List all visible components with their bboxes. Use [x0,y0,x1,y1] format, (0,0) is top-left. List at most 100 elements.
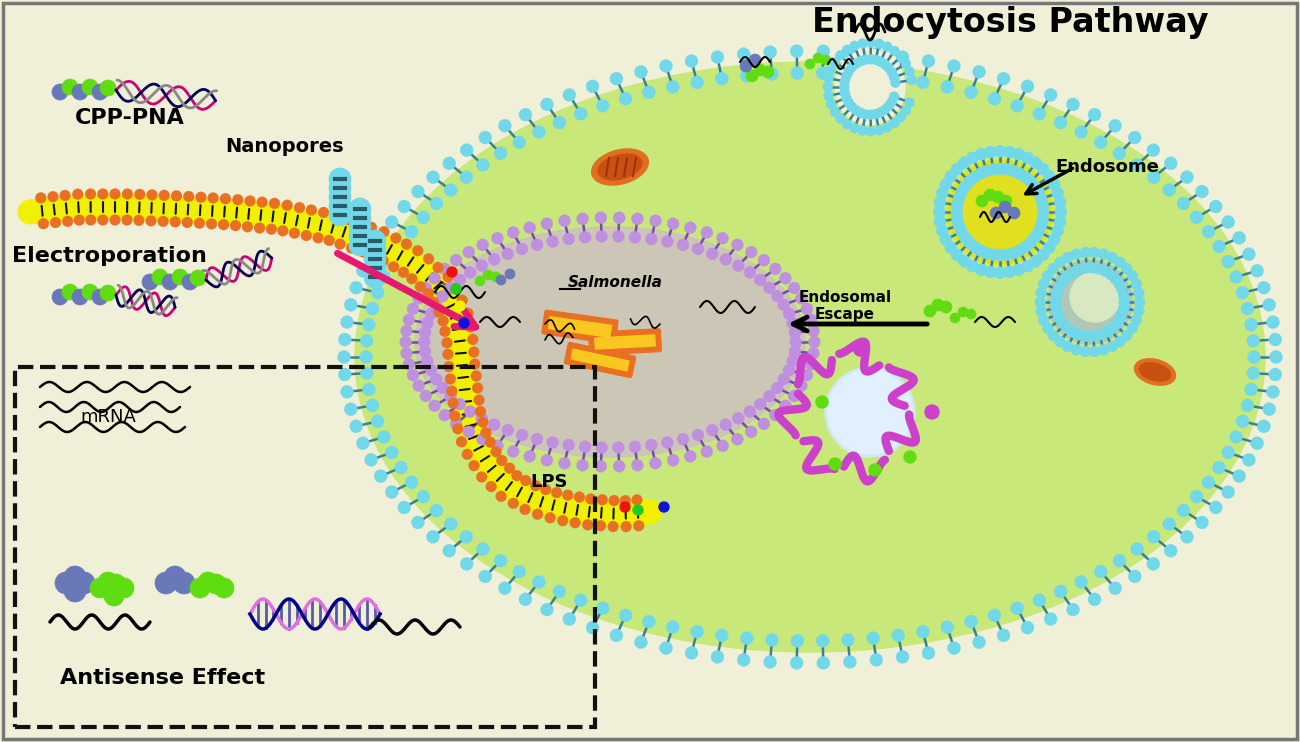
Circle shape [1066,603,1079,616]
Circle shape [933,197,946,209]
Circle shape [338,368,351,381]
Circle shape [1134,306,1144,317]
Circle shape [690,626,703,638]
Circle shape [1062,252,1074,263]
Circle shape [716,440,728,452]
Circle shape [809,336,820,348]
Circle shape [659,59,672,73]
Circle shape [620,502,630,512]
Circle shape [952,163,963,175]
Circle shape [1032,186,1044,198]
Circle shape [329,177,351,199]
Circle shape [1088,593,1101,605]
Circle shape [147,189,157,200]
Circle shape [1010,602,1023,614]
Circle shape [430,299,442,311]
Circle shape [950,206,963,218]
Circle shape [425,308,437,320]
Circle shape [745,246,757,258]
Circle shape [346,243,358,254]
Circle shape [443,544,456,557]
Circle shape [1030,157,1041,169]
Circle shape [1127,323,1138,334]
Circle shape [690,76,703,89]
Circle shape [450,255,461,266]
Circle shape [412,380,425,392]
Circle shape [732,239,744,251]
Circle shape [152,269,168,285]
Text: Endosome: Endosome [1056,158,1158,176]
Circle shape [60,190,70,201]
Circle shape [684,450,697,462]
Circle shape [82,79,98,95]
Circle shape [497,455,507,466]
Circle shape [701,226,712,238]
Circle shape [545,512,555,523]
Circle shape [1052,225,1063,237]
Circle shape [52,289,68,305]
Circle shape [419,326,432,338]
Circle shape [737,654,750,666]
Circle shape [459,318,469,328]
Circle shape [100,80,116,96]
Circle shape [1110,273,1121,284]
Circle shape [1176,504,1190,517]
Circle shape [1062,341,1074,352]
Circle shape [1222,255,1235,268]
Circle shape [348,216,370,238]
Circle shape [610,72,623,85]
Circle shape [994,162,1006,175]
Circle shape [426,531,439,543]
Circle shape [182,217,192,228]
Circle shape [508,498,519,509]
Circle shape [532,509,543,519]
Circle shape [1147,531,1160,543]
Circle shape [502,424,514,436]
Circle shape [667,80,680,93]
Circle shape [1004,146,1015,158]
Circle shape [1119,297,1130,307]
Circle shape [871,109,880,119]
Circle shape [619,609,632,622]
Circle shape [533,575,546,588]
Circle shape [394,461,407,474]
Circle shape [477,239,489,251]
Circle shape [963,237,975,249]
Circle shape [445,373,456,384]
Circle shape [443,157,456,170]
Circle shape [489,418,500,430]
Ellipse shape [355,62,1265,652]
Circle shape [1019,171,1031,183]
Circle shape [965,86,978,99]
Circle shape [650,457,662,469]
Circle shape [445,390,456,402]
Circle shape [1066,98,1079,111]
Circle shape [770,263,781,275]
Circle shape [463,246,474,258]
Circle shape [612,441,624,453]
Circle shape [1114,278,1124,289]
Circle shape [341,385,354,398]
Circle shape [984,189,996,201]
Circle shape [848,102,857,112]
Circle shape [490,446,502,457]
Circle shape [541,98,554,111]
Circle shape [968,241,980,253]
Circle shape [1071,249,1082,260]
Circle shape [1000,195,1011,207]
Circle shape [406,476,419,489]
Circle shape [754,64,766,76]
Circle shape [1036,306,1047,317]
Circle shape [988,609,1001,622]
Circle shape [385,485,398,499]
Circle shape [887,68,897,77]
Circle shape [762,66,774,78]
Circle shape [552,585,566,598]
Circle shape [398,267,410,278]
Circle shape [667,620,680,634]
Circle shape [1088,108,1101,121]
Circle shape [205,218,217,229]
FancyBboxPatch shape [564,342,636,378]
Circle shape [646,505,656,515]
Circle shape [426,171,439,183]
